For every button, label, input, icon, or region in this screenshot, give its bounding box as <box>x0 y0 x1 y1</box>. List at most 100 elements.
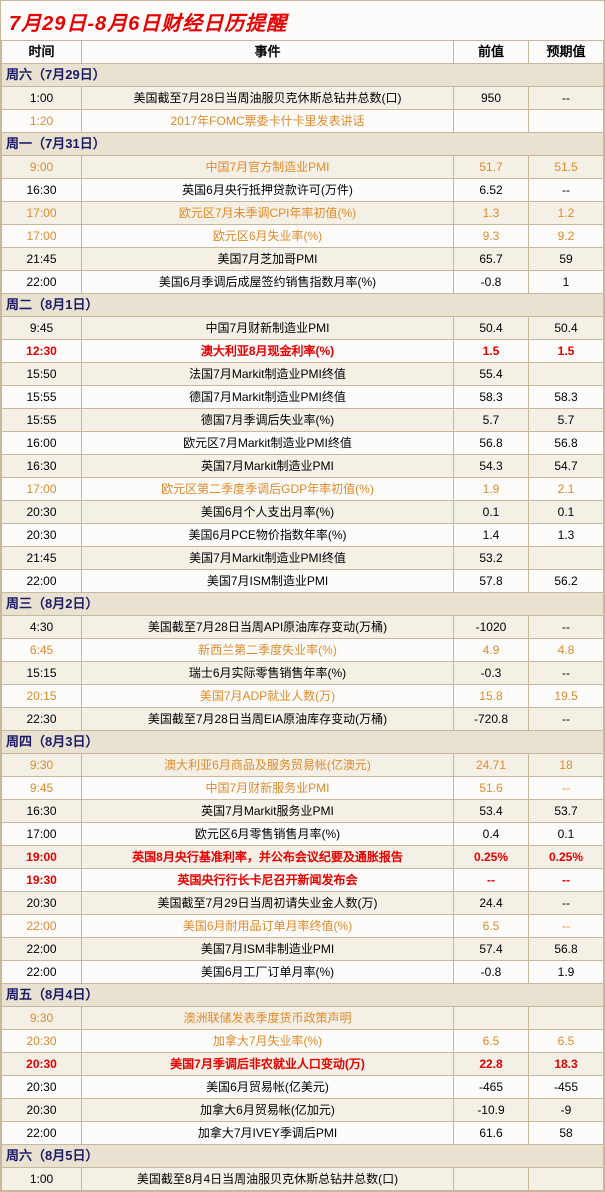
cell-time: 20:30 <box>2 1076 82 1099</box>
cell-exp: 0.1 <box>529 823 604 846</box>
cell-time: 20:30 <box>2 1053 82 1076</box>
cell-exp: 56.8 <box>529 938 604 961</box>
cell-exp <box>529 110 604 133</box>
cell-time: 21:45 <box>2 248 82 271</box>
cell-exp: 1.3 <box>529 524 604 547</box>
cell-time: 9:30 <box>2 1007 82 1030</box>
event-row: 22:00美国6月季调后成屋签约销售指数月率(%)-0.81 <box>2 271 604 294</box>
cell-exp: 19.5 <box>529 685 604 708</box>
cell-prev: 57.8 <box>454 570 529 593</box>
cell-prev: 1.4 <box>454 524 529 547</box>
cell-exp: 54.7 <box>529 455 604 478</box>
cell-prev: 55.4 <box>454 363 529 386</box>
col-exp: 预期值 <box>529 41 604 64</box>
cell-time: 17:00 <box>2 202 82 225</box>
cell-prev: 22.8 <box>454 1053 529 1076</box>
cell-time: 9:00 <box>2 156 82 179</box>
cell-time: 20:30 <box>2 524 82 547</box>
cell-time: 22:00 <box>2 1122 82 1145</box>
cell-exp: 1.9 <box>529 961 604 984</box>
event-row: 16:30英国7月Markit制造业PMI54.354.7 <box>2 455 604 478</box>
cell-prev: 6.5 <box>454 915 529 938</box>
cell-exp: 56.2 <box>529 570 604 593</box>
cell-exp <box>529 363 604 386</box>
cell-event: 2017年FOMC票委卡什卡里发表讲话 <box>82 110 454 133</box>
cell-event: 美国截至7月28日当周API原油库存变动(万桶) <box>82 616 454 639</box>
cell-prev: 56.8 <box>454 432 529 455</box>
cell-time: 1:00 <box>2 1168 82 1191</box>
cell-exp: 4.8 <box>529 639 604 662</box>
cell-time: 22:00 <box>2 271 82 294</box>
event-row: 20:30美国6月个人支出月率(%)0.10.1 <box>2 501 604 524</box>
cell-exp: 1.5 <box>529 340 604 363</box>
event-row: 9:30澳大利亚6月商品及服务贸易帐(亿澳元)24.7118 <box>2 754 604 777</box>
cell-time: 15:15 <box>2 662 82 685</box>
event-row: 17:00欧元区6月零售销售月率(%)0.40.1 <box>2 823 604 846</box>
cell-exp: -- <box>529 708 604 731</box>
cell-time: 22:00 <box>2 915 82 938</box>
cell-exp: 0.25% <box>529 846 604 869</box>
cell-time: 21:45 <box>2 547 82 570</box>
event-row: 17:00欧元区7月未季调CPI年率初值(%)1.31.2 <box>2 202 604 225</box>
event-row: 16:30英国6月央行抵押贷款许可(万件)6.52-- <box>2 179 604 202</box>
event-row: 15:15瑞士6月实际零售销售年率(%)-0.3-- <box>2 662 604 685</box>
cell-prev: 65.7 <box>454 248 529 271</box>
cell-exp: 18 <box>529 754 604 777</box>
cell-event: 美国截至8月4日当周油服贝克休斯总钻井总数(口) <box>82 1168 454 1191</box>
event-row: 22:00美国6月耐用品订单月率终值(%)6.5-- <box>2 915 604 938</box>
event-row: 22:00美国7月ISM制造业PMI57.856.2 <box>2 570 604 593</box>
cell-time: 15:55 <box>2 386 82 409</box>
cell-event: 英国央行行长卡尼召开新闻发布会 <box>82 869 454 892</box>
cell-event: 美国7月季调后非农就业人口变动(万) <box>82 1053 454 1076</box>
cell-exp: 50.4 <box>529 317 604 340</box>
cell-exp: 56.8 <box>529 432 604 455</box>
event-row: 20:30美国6月贸易帐(亿美元)-465-455 <box>2 1076 604 1099</box>
cell-exp: 0.1 <box>529 501 604 524</box>
cell-exp: 9.2 <box>529 225 604 248</box>
cell-time: 12:30 <box>2 340 82 363</box>
cell-prev: 15.8 <box>454 685 529 708</box>
cell-time: 22:00 <box>2 570 82 593</box>
cell-exp: -- <box>529 915 604 938</box>
cell-prev: -0.8 <box>454 961 529 984</box>
cell-event: 欧元区第二季度季调后GDP年率初值(%) <box>82 478 454 501</box>
cell-time: 19:30 <box>2 869 82 892</box>
cell-prev: 50.4 <box>454 317 529 340</box>
cell-event: 美国截至7月28日当周油服贝克休斯总钻井总数(口) <box>82 87 454 110</box>
cell-prev: 51.6 <box>454 777 529 800</box>
cell-time: 22:00 <box>2 961 82 984</box>
cell-prev: 61.6 <box>454 1122 529 1145</box>
event-row: 16:00欧元区7月Markit制造业PMI终值56.856.8 <box>2 432 604 455</box>
cell-prev: 24.71 <box>454 754 529 777</box>
cell-event: 美国7月芝加哥PMI <box>82 248 454 271</box>
day-label: 周三（8月2日） <box>2 593 604 616</box>
day-label: 周四（8月3日） <box>2 731 604 754</box>
event-row: 9:45中国7月财新服务业PMI51.6-- <box>2 777 604 800</box>
cell-event: 中国7月官方制造业PMI <box>82 156 454 179</box>
cell-time: 17:00 <box>2 225 82 248</box>
cell-event: 德国7月Markit制造业PMI终值 <box>82 386 454 409</box>
cell-prev: -0.8 <box>454 271 529 294</box>
event-row: 22:30美国截至7月28日当周EIA原油库存变动(万桶)-720.8-- <box>2 708 604 731</box>
day-label: 周六（7月29日） <box>2 64 604 87</box>
event-row: 22:00美国6月工厂订单月率(%)-0.81.9 <box>2 961 604 984</box>
cell-event: 中国7月财新制造业PMI <box>82 317 454 340</box>
day-header-row: 周一（7月31日） <box>2 133 604 156</box>
cell-time: 20:30 <box>2 501 82 524</box>
event-row: 9:00中国7月官方制造业PMI51.751.5 <box>2 156 604 179</box>
cell-event: 瑞士6月实际零售销售年率(%) <box>82 662 454 685</box>
cell-prev: 0.4 <box>454 823 529 846</box>
header-row: 时间 事件 前值 预期值 <box>2 41 604 64</box>
cell-event: 美国6月贸易帐(亿美元) <box>82 1076 454 1099</box>
cell-time: 22:30 <box>2 708 82 731</box>
cell-event: 美国6月耐用品订单月率终值(%) <box>82 915 454 938</box>
cell-event: 法国7月Markit制造业PMI终值 <box>82 363 454 386</box>
cell-time: 20:30 <box>2 1099 82 1122</box>
cell-exp: -- <box>529 87 604 110</box>
cell-time: 4:30 <box>2 616 82 639</box>
cell-prev: -0.3 <box>454 662 529 685</box>
cell-prev <box>454 1168 529 1191</box>
cell-exp: -9 <box>529 1099 604 1122</box>
cell-exp: -- <box>529 869 604 892</box>
event-row: 15:55德国7月Markit制造业PMI终值58.358.3 <box>2 386 604 409</box>
